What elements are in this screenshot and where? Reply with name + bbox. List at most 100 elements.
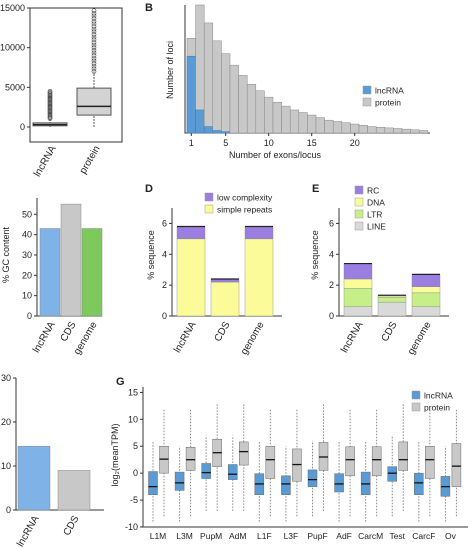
panel-e-category-label: CDS <box>380 320 400 344</box>
panel-b-bar-protein <box>264 96 274 134</box>
panel-e-legend-swatch <box>354 221 364 231</box>
panel-c-ytick-label: 40 <box>22 230 32 240</box>
panel-d-category-label: CDS <box>213 320 233 344</box>
panel-a-outlier <box>47 90 53 95</box>
panel-b-bar-protein <box>410 129 420 134</box>
panel-g-box <box>451 443 462 487</box>
panel-f-bar <box>17 445 51 511</box>
panel-b-bar-lncrna <box>221 131 231 134</box>
panel-a-outlier <box>91 16 97 21</box>
panel-e-letter: E <box>312 183 319 195</box>
panel-e-category-label: genome <box>406 320 434 357</box>
panel-g-box <box>371 446 382 477</box>
panel-c-bar <box>60 203 82 317</box>
panel-f-plot: 0 10 20 30 lncRNA CDS <box>1 373 104 547</box>
panel-b-bar-protein <box>350 123 360 134</box>
panel-b-bar-protein <box>358 125 368 134</box>
panel-a-outlier <box>91 63 97 69</box>
panel-g-ytick-label: -5 <box>130 495 138 505</box>
panel-d-bar-segment <box>244 238 274 317</box>
panel-d-category-label: genome <box>239 320 267 357</box>
panel-g-category-label: PupM <box>200 531 222 541</box>
panel-e-bar-segment <box>411 306 441 317</box>
panel-b-bar-protein <box>307 114 317 134</box>
panel-g-box <box>414 472 424 495</box>
panel-e-ytick-label: 6 <box>329 218 334 228</box>
panel-a-outlier <box>91 8 97 13</box>
panel-a-outlier <box>47 101 53 107</box>
panel-a-outlier <box>91 26 97 32</box>
panel-b-xlabel: Number of exons/locus <box>229 150 322 160</box>
panel-a-ytick-label: 5000 <box>5 82 25 92</box>
panel-b-bar-protein <box>212 40 222 134</box>
panel-d-category-label: lncRNA <box>172 320 199 355</box>
panel-a-outlier <box>91 69 97 74</box>
panel-d-legend-label: simple repeats <box>217 205 272 215</box>
panel-g-box <box>185 447 196 471</box>
panel-a-outlier <box>91 21 97 27</box>
panel-a-outlier <box>91 42 97 48</box>
panel-b-bar-protein <box>298 112 308 134</box>
panel-a-plot: 0 5000 10000 15000 lncRNA protein <box>0 3 123 179</box>
panel-g-letter: G <box>116 376 125 388</box>
panel-a-outlier <box>47 109 53 115</box>
panel-c-ytick-label: 30 <box>22 250 32 260</box>
panel-d-bar-segment <box>176 226 206 240</box>
panel-d-ytick-label: 4 <box>162 249 167 259</box>
panel-c-category-label: CDS <box>59 320 79 344</box>
panel-a-frame <box>29 7 123 143</box>
panel-a-outlier <box>47 89 53 94</box>
panel-a-outlier <box>91 45 97 50</box>
panel-d-ytick-label: 0 <box>162 311 167 321</box>
panel-g-ytick-label: -10 <box>125 522 138 532</box>
panel-c-bar <box>39 228 61 317</box>
panel-a-outlier <box>47 104 53 110</box>
panel-f-category-label: lncRNA <box>15 514 42 547</box>
panel-d-bar-segment <box>176 238 206 317</box>
panel-a-outlier <box>47 111 53 117</box>
panel-e-bar-segment <box>377 295 407 298</box>
panel-a-outlier <box>91 53 97 58</box>
panel-b-xtick-label: 5 <box>223 138 228 148</box>
panel-f-ytick-label: 10 <box>1 461 11 471</box>
panel-e-bar-segment <box>377 301 407 317</box>
panel-b-bar-protein <box>272 102 282 134</box>
panel-g-category-label: CarcM <box>358 531 383 541</box>
panel-b-ylabel: Number of loci <box>165 41 175 99</box>
panel-b-xtick-label: 20 <box>350 138 360 148</box>
panel-g-legend-swatch <box>411 402 421 412</box>
panel-g-ylabel: log₂(meanTPM) <box>110 423 120 486</box>
panel-b-bar-protein <box>203 22 214 134</box>
panel-b-bar-protein <box>341 122 351 134</box>
panel-b-bar-protein <box>401 128 411 134</box>
panel-f-ytick-label: 0 <box>6 505 11 515</box>
panel-d-legend-swatch <box>204 192 214 202</box>
panel-b-legend-label: protein <box>375 98 401 108</box>
panel-g-category-label: L1M <box>150 531 167 541</box>
panel-a-outlier <box>91 50 97 56</box>
panel-a-outlier <box>91 66 97 72</box>
panel-d-legend-swatch <box>204 204 214 214</box>
panel-b-bar-protein <box>238 75 248 134</box>
panel-c-ytick-label: 20 <box>22 270 32 280</box>
panel-b-bar-protein <box>418 130 429 134</box>
panel-e-legend-label: RC <box>367 186 379 196</box>
panel-a-outlier <box>47 108 53 113</box>
panel-e-bar-segment <box>377 297 407 303</box>
panel-d: D 0 2 4 6 % sequence lncRNA CDS genome low compl… <box>145 183 282 357</box>
panel-e-legend-swatch <box>354 185 364 195</box>
panel-b-legend-label: lncRNA <box>375 86 404 96</box>
panel-c-category-label: lncRNA <box>31 320 58 355</box>
panel-b-bar-protein <box>229 64 239 134</box>
panel-e-legend-label: LTR <box>367 210 382 220</box>
panel-a-outlier <box>91 48 97 53</box>
panel-a-outlier <box>47 91 53 96</box>
panel-g-box <box>387 466 397 482</box>
panel-g-ytick-label: 10 <box>128 414 138 424</box>
panel-e-ytick-label: 4 <box>329 249 334 259</box>
panel-a-outlier <box>91 13 97 19</box>
panel-b-bar-protein <box>375 126 386 134</box>
panel-g-category-label: Ov <box>445 531 457 541</box>
panel-b-bar-protein <box>324 119 334 134</box>
panel-e-legend-swatch <box>354 209 364 219</box>
